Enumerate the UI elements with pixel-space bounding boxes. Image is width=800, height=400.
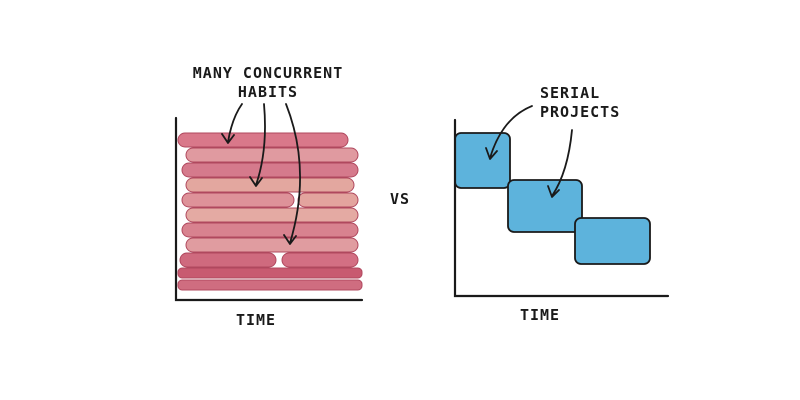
habits-label-line-1: MANY CONCURRENT: [193, 64, 343, 82]
project-arrows: [485, 105, 573, 198]
vs-label: VS: [390, 190, 410, 208]
left-axes: [174, 116, 364, 302]
habits-label-line-2: HABITS: [238, 83, 298, 101]
habit-bars: [177, 132, 363, 291]
right-axes: [453, 118, 670, 298]
project-boxes: [454, 132, 651, 265]
habit-arrows: [221, 103, 301, 245]
right-axis-label: TIME: [520, 306, 560, 324]
projects-label-line-1: SERIAL: [540, 84, 600, 102]
projects-label-line-2: PROJECTS: [540, 103, 620, 121]
left-axis-label: TIME: [236, 311, 276, 329]
